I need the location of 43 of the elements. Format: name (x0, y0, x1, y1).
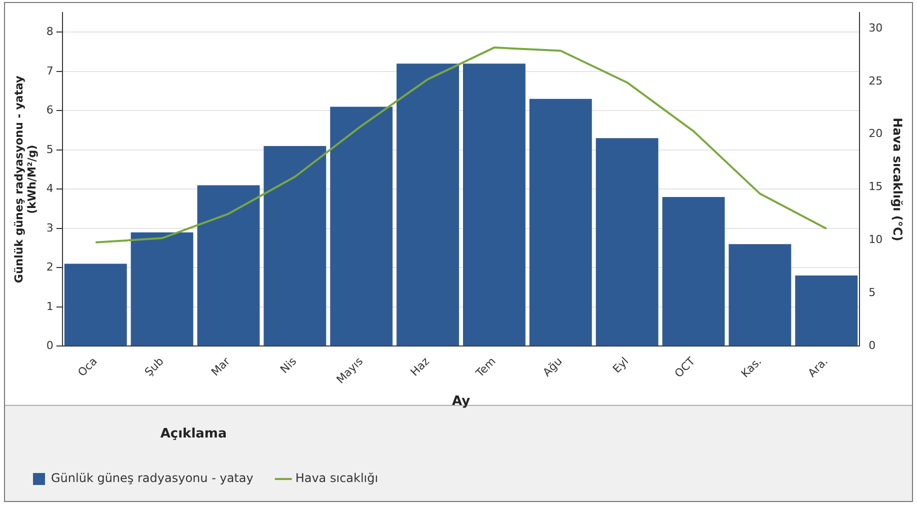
x-axis-title: Ay (452, 394, 471, 409)
legend-label: Hava sıcaklığı (295, 471, 378, 486)
bar (728, 244, 792, 346)
bar (462, 64, 526, 346)
y-tick-label: 6 (46, 104, 54, 117)
x-tick-label: Tem (472, 354, 498, 380)
y-axis-title: Günlük güneş radyasyonu - yatay (kWh/M²/g) (12, 76, 39, 284)
x-tick-label: Ara. (806, 354, 831, 380)
y2-tick-label: 5 (868, 286, 876, 300)
y2-tick-label: 0 (868, 339, 876, 352)
x-tick-label: Haz (408, 354, 432, 379)
bar (330, 106, 393, 346)
y-tick-label: 1 (46, 300, 54, 313)
y-tick-label: 2 (46, 260, 54, 274)
x-tick-label: Mar (208, 354, 233, 379)
bar (529, 98, 592, 346)
bar (64, 264, 127, 346)
y2-axis-title: Hava sıcaklığı (°C) (890, 118, 905, 242)
bar (396, 64, 460, 346)
y2-tick-label: 10 (868, 233, 883, 246)
y-tick-label: 3 (46, 221, 54, 234)
y2-tick-label: 30 (868, 21, 883, 34)
y2-tick-label: 15 (868, 180, 883, 194)
bar (264, 146, 326, 346)
bar (197, 185, 260, 346)
y-tick-label: 4 (46, 182, 54, 196)
bar (662, 197, 725, 346)
bar (130, 232, 194, 346)
x-tick-label: Eyl (610, 354, 632, 376)
y-tick-label: 0 (46, 339, 54, 352)
x-tick-label: Şub (142, 354, 166, 379)
x-tick-label: Oca (75, 354, 100, 380)
y-tick-label: 8 (46, 25, 54, 38)
y2-tick-label: 25 (868, 74, 883, 88)
x-tick-label: Kas. (738, 354, 764, 380)
y2-tick-label: 20 (868, 127, 883, 140)
bar (596, 138, 658, 346)
x-tick-label: Nis (278, 354, 300, 376)
bar (795, 276, 858, 346)
y-tick-label: 7 (46, 64, 54, 78)
legend-label: Günlük güneş radyasyonu - yatay (51, 471, 254, 486)
y-tick-label: 5 (46, 142, 54, 156)
legend-title: Açıklama (160, 426, 227, 442)
